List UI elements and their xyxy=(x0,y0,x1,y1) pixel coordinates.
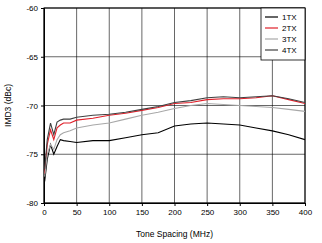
legend-swatch xyxy=(265,38,278,39)
legend-swatch xyxy=(265,27,278,28)
x-tick: 150 xyxy=(136,203,150,217)
y-tick-label: -80 xyxy=(26,199,38,208)
series-line xyxy=(45,96,305,169)
x-tick-mark xyxy=(207,203,208,206)
y-tick-mark xyxy=(41,57,44,58)
y-axis-title: IMD3 (dBc) xyxy=(3,84,13,127)
x-tick-label: 150 xyxy=(136,208,150,217)
y-tick-mark xyxy=(41,203,44,204)
x-tick: 50 xyxy=(73,203,82,217)
y-tick: -60 xyxy=(26,4,44,13)
legend-label: 3TX xyxy=(282,35,297,44)
legend-swatch xyxy=(265,49,278,50)
x-tick-label: 50 xyxy=(73,208,82,217)
x-tick-mark xyxy=(240,203,241,206)
x-tick-label: 400 xyxy=(299,208,313,217)
x-tick-label: 250 xyxy=(201,208,215,217)
x-axis-title: Tone Spacing (MHz) xyxy=(136,229,213,239)
grid xyxy=(44,8,305,203)
chart: 0 50 100 150 200 250 300 350 400 -80 -75 -70 -65 -60 1… xyxy=(0,0,322,243)
x-tick-label: 300 xyxy=(234,208,248,217)
plot-area: 0 50 100 150 200 250 300 350 400 -80 -75 -70 -65 -60 1… xyxy=(26,4,312,217)
x-tick: 350 xyxy=(266,203,280,217)
series-lines xyxy=(45,96,305,182)
y-axis-line xyxy=(41,9,45,204)
y-tick-label: -65 xyxy=(26,53,38,62)
grid-line xyxy=(44,105,305,106)
x-tick: 300 xyxy=(234,203,248,217)
x-tick-label: 0 xyxy=(42,208,47,217)
x-tick-mark xyxy=(109,203,110,206)
plot-frame xyxy=(44,8,305,203)
series-line xyxy=(45,123,305,182)
x-axis: 0 50 100 150 200 250 300 350 400 xyxy=(42,203,312,217)
y-tick-mark xyxy=(41,8,44,9)
legend-label: 2TX xyxy=(282,24,297,33)
grid-line xyxy=(44,154,305,155)
x-tick-mark xyxy=(272,203,273,206)
y-tick-label: -75 xyxy=(26,150,38,159)
y-tick: -70 xyxy=(26,102,44,111)
legend-swatch xyxy=(265,16,278,17)
legend: 1TX 2TX 3TX 4TX xyxy=(261,8,305,60)
x-tick-label: 350 xyxy=(266,208,280,217)
x-tick: 200 xyxy=(168,203,182,217)
x-tick: 250 xyxy=(201,203,215,217)
y-axis: -80 -75 -70 -65 -60 xyxy=(26,4,44,208)
x-tick-mark xyxy=(305,203,306,206)
x-tick-mark xyxy=(175,203,176,206)
x-tick-label: 200 xyxy=(168,208,182,217)
legend-label: 1TX xyxy=(282,13,297,22)
y-tick: -65 xyxy=(26,53,44,62)
x-tick: 100 xyxy=(103,203,117,217)
x-tick-mark xyxy=(77,203,78,206)
y-tick-label: -70 xyxy=(26,102,38,111)
y-tick: -80 xyxy=(26,199,44,208)
x-tick-mark xyxy=(142,203,143,206)
y-tick-mark xyxy=(41,154,44,155)
legend-label: 4TX xyxy=(282,46,297,55)
y-tick-label: -60 xyxy=(26,4,38,13)
series-line xyxy=(45,104,305,177)
x-tick: 0 xyxy=(42,203,47,217)
legend-box xyxy=(261,8,305,60)
y-tick-mark xyxy=(41,106,44,107)
x-tick: 400 xyxy=(299,203,313,217)
x-axis-line xyxy=(45,204,306,207)
x-tick-label: 100 xyxy=(103,208,117,217)
y-tick: -75 xyxy=(26,150,44,159)
